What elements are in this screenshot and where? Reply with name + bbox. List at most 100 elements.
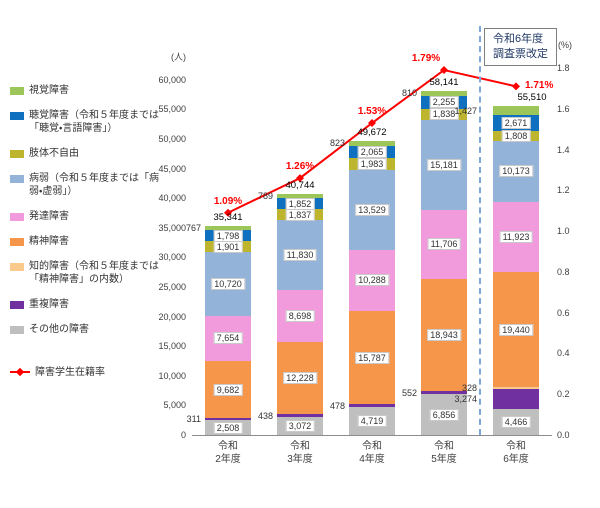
annotation-line-2: 調査票改定 xyxy=(493,47,548,60)
segment-value-label: 1,983 xyxy=(357,157,387,170)
y-axis-tick-label: 10,000 xyxy=(158,370,186,381)
category-line-2: 3年度 xyxy=(287,453,313,465)
y-axis-tick-label: 25,000 xyxy=(158,282,186,293)
segment-value-label: 2,671 xyxy=(501,116,531,129)
legend-label: 視覚障害 xyxy=(29,85,69,96)
legend-color-swatch-icon xyxy=(10,263,24,271)
segment-value-label: 438 xyxy=(257,410,273,421)
legend-color-swatch-icon xyxy=(10,150,24,158)
category-line-1: 令和 xyxy=(362,441,382,452)
legend-color-swatch-icon xyxy=(10,87,24,95)
secondary-axis-tick-label: 1.2 xyxy=(557,185,570,196)
y-axis-tick-label: 30,000 xyxy=(158,252,186,263)
segment-value-label: 1,808 xyxy=(501,130,531,143)
segment-value-label: 11,923 xyxy=(499,230,533,243)
bar-segment xyxy=(277,193,323,199)
survey-revision-annotation-box: 令和6年度 調査票改定 xyxy=(484,28,557,66)
legend-label: その他の障害 xyxy=(29,324,89,335)
segment-value-label: 3,274 xyxy=(454,393,477,404)
legend-label: 障害学生在籍率 xyxy=(35,367,105,378)
segment-value-label: 19,440 xyxy=(499,323,533,336)
legend-color-swatch-icon xyxy=(10,238,24,246)
legend-item: 肢体不自由 xyxy=(10,147,172,160)
annotation-line-1: 令和6年度 xyxy=(493,33,544,45)
legend-item: その他の障害 xyxy=(10,323,172,336)
segment-value-label: 7,654 xyxy=(213,332,243,345)
secondary-axis-tick-label: 1.4 xyxy=(557,144,570,155)
segment-value-label: 789 xyxy=(257,191,273,202)
segment-value-label: 10,720 xyxy=(211,277,245,290)
legend-color-swatch-icon xyxy=(10,112,24,120)
bar-total-label: 35,341 xyxy=(213,211,243,223)
y-axis-tick-label: 5,000 xyxy=(163,400,186,411)
segment-value-label: 552 xyxy=(401,387,417,398)
rate-value-label: 1.53% xyxy=(357,106,387,118)
secondary-axis-tick-label: 0.6 xyxy=(557,307,570,318)
legend-label: 病弱（令和５年度までは「病弱・虚弱」） xyxy=(29,173,159,197)
bar-segment xyxy=(421,391,467,395)
y-axis-tick-label: 15,000 xyxy=(158,341,186,352)
x-axis-category-label: 令和 5年度 xyxy=(431,441,457,466)
segment-value-label: 1,798 xyxy=(213,229,243,242)
legend-color-swatch-icon xyxy=(10,175,24,183)
rate-marker xyxy=(512,82,520,91)
secondary-axis-tick-label: 1.8 xyxy=(557,63,570,73)
legend-item: 精神障害 xyxy=(10,235,172,248)
legend-item: 知的障害（令和５年度までは「精神障害」の内数） xyxy=(10,260,172,286)
legend-label: 肢体不自由 xyxy=(29,148,79,159)
rate-value-label: 1.09% xyxy=(213,195,243,207)
x-axis-category-label: 令和 6年度 xyxy=(503,441,529,466)
legend-item: 発達障害 xyxy=(10,210,172,223)
rate-value-label: 1.79% xyxy=(411,53,441,65)
segment-value-label: 2,508 xyxy=(213,421,243,434)
category-line-2: 5年度 xyxy=(431,453,457,465)
segment-value-label: 328 xyxy=(461,383,477,394)
rate-marker xyxy=(224,208,232,217)
segment-value-label: 15,787 xyxy=(355,351,389,364)
segment-value-label: 823 xyxy=(329,138,345,149)
legend-item: 聴覚障害（令和５年度までは「聴覚・言語障害」） xyxy=(10,109,172,135)
segment-value-label: 4,466 xyxy=(501,415,531,428)
secondary-axis-tick-label: 1.6 xyxy=(557,103,570,114)
legend-label: 知的障害（令和５年度までは「精神障害」の内数） xyxy=(29,261,159,285)
x-axis-category-label: 令和 3年度 xyxy=(287,441,313,466)
legend-label: 重複障害 xyxy=(29,299,69,310)
rate-marker xyxy=(440,66,448,75)
legend-item: 病弱（令和５年度までは「病弱・虚弱」） xyxy=(10,172,172,198)
bar-total-label: 55,510 xyxy=(517,92,547,104)
legend-label: 発達障害 xyxy=(29,211,69,222)
bar-total-label: 49,672 xyxy=(357,126,387,138)
survey-revision-separator-line xyxy=(479,26,481,435)
category-line-2: 4年度 xyxy=(359,453,385,465)
x-axis-category-label: 令和 2年度 xyxy=(215,441,241,466)
secondary-axis-tick-label: 1.0 xyxy=(557,226,570,237)
secondary-axis-tick-label: 0.2 xyxy=(557,389,570,400)
segment-value-label: 6,856 xyxy=(429,408,459,421)
segment-value-label: 810 xyxy=(401,88,417,99)
segment-value-label: 9,682 xyxy=(213,383,243,396)
segment-value-label: 1,852 xyxy=(285,197,315,210)
bar-total-label: 40,744 xyxy=(285,179,315,191)
segment-value-label: 1,901 xyxy=(213,240,243,253)
segment-value-label: 10,288 xyxy=(355,274,389,287)
category-line-1: 令和 xyxy=(434,441,454,452)
segment-value-label: 3,072 xyxy=(285,419,315,432)
segment-value-label: 15,181 xyxy=(427,158,461,171)
bar-segment xyxy=(493,106,539,115)
segment-value-label: 1,837 xyxy=(285,208,315,221)
bar-segment xyxy=(421,90,467,96)
bar-segment xyxy=(277,414,323,417)
y-axis-tick-label: 60,000 xyxy=(158,74,186,85)
segment-value-label: 12,228 xyxy=(283,372,317,385)
y-axis-tick-label: 50,000 xyxy=(158,134,186,145)
y-axis-tick-label: 40,000 xyxy=(158,193,186,204)
legend-item: 障害学生在籍率 xyxy=(10,366,172,379)
segment-value-label: 18,943 xyxy=(427,329,461,342)
segment-value-label: 11,830 xyxy=(283,249,317,262)
rate-marker xyxy=(296,174,304,183)
bar-segment xyxy=(493,389,539,409)
segment-value-label: 2,065 xyxy=(357,145,387,158)
segment-value-label: 10,173 xyxy=(499,165,533,178)
